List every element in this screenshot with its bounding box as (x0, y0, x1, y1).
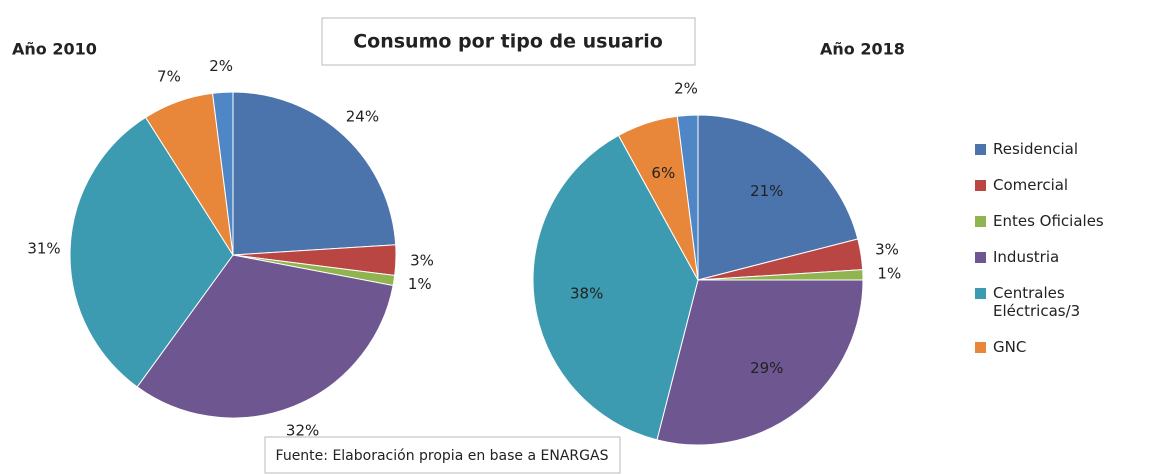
pie-slice (232, 91, 397, 256)
legend-swatch (975, 342, 986, 353)
legend-swatch (975, 144, 986, 155)
legend-label: Industria (993, 248, 1060, 266)
pie-slice (676, 114, 699, 281)
data-label: 29% (750, 359, 783, 377)
legend-label: Comercial (993, 176, 1069, 194)
legend-label: Centrales Eléctricas/3 (993, 284, 1081, 320)
data-label: 6% (651, 164, 675, 182)
data-label: 3% (410, 251, 434, 269)
legend: Residencial Comercial Entes Oficiales Indus… (975, 140, 1165, 374)
pie-slice (212, 91, 234, 256)
data-label: 7% (157, 68, 181, 86)
source: Fuente: Elaboración propia en base a ENA… (276, 448, 609, 464)
pie-slice (136, 254, 394, 419)
data-label: 2% (674, 79, 698, 97)
legend-item: GNC (975, 338, 1165, 356)
data-label: 2% (209, 57, 233, 75)
legend-swatch (975, 288, 986, 299)
pie-slice (697, 114, 859, 281)
data-label: 24% (346, 108, 379, 126)
pie-slice (69, 116, 234, 388)
legend-item: Entes Oficiales (975, 212, 1165, 230)
pie-slice (532, 134, 699, 441)
legend-label: Residencial (993, 140, 1078, 158)
legend-item: Centrales Eléctricas/3 (975, 284, 1165, 320)
pie-title: Año 2018 (820, 40, 905, 59)
pie-title: Año 2010 (12, 40, 97, 59)
legend-item: Comercial (975, 176, 1165, 194)
data-label: 38% (570, 285, 603, 303)
legend-swatch (975, 180, 986, 191)
data-label: 32% (286, 421, 319, 439)
legend-swatch (975, 252, 986, 263)
source-box (264, 436, 621, 474)
title-box (321, 17, 696, 66)
legend-swatch (975, 216, 986, 227)
legend-label: Entes Oficiales (993, 212, 1104, 230)
data-label: 1% (877, 264, 901, 282)
legend-item: Residencial (975, 140, 1165, 158)
data-label: 3% (875, 241, 899, 259)
data-label: 21% (750, 182, 783, 200)
legend-item: Industria (975, 248, 1165, 266)
data-label: 1% (408, 275, 432, 293)
legend-label: GNC (993, 338, 1027, 356)
data-label: 31% (27, 240, 60, 258)
chart-title: Consumo por tipo de usuario (353, 31, 663, 53)
pie-slice (656, 279, 864, 446)
